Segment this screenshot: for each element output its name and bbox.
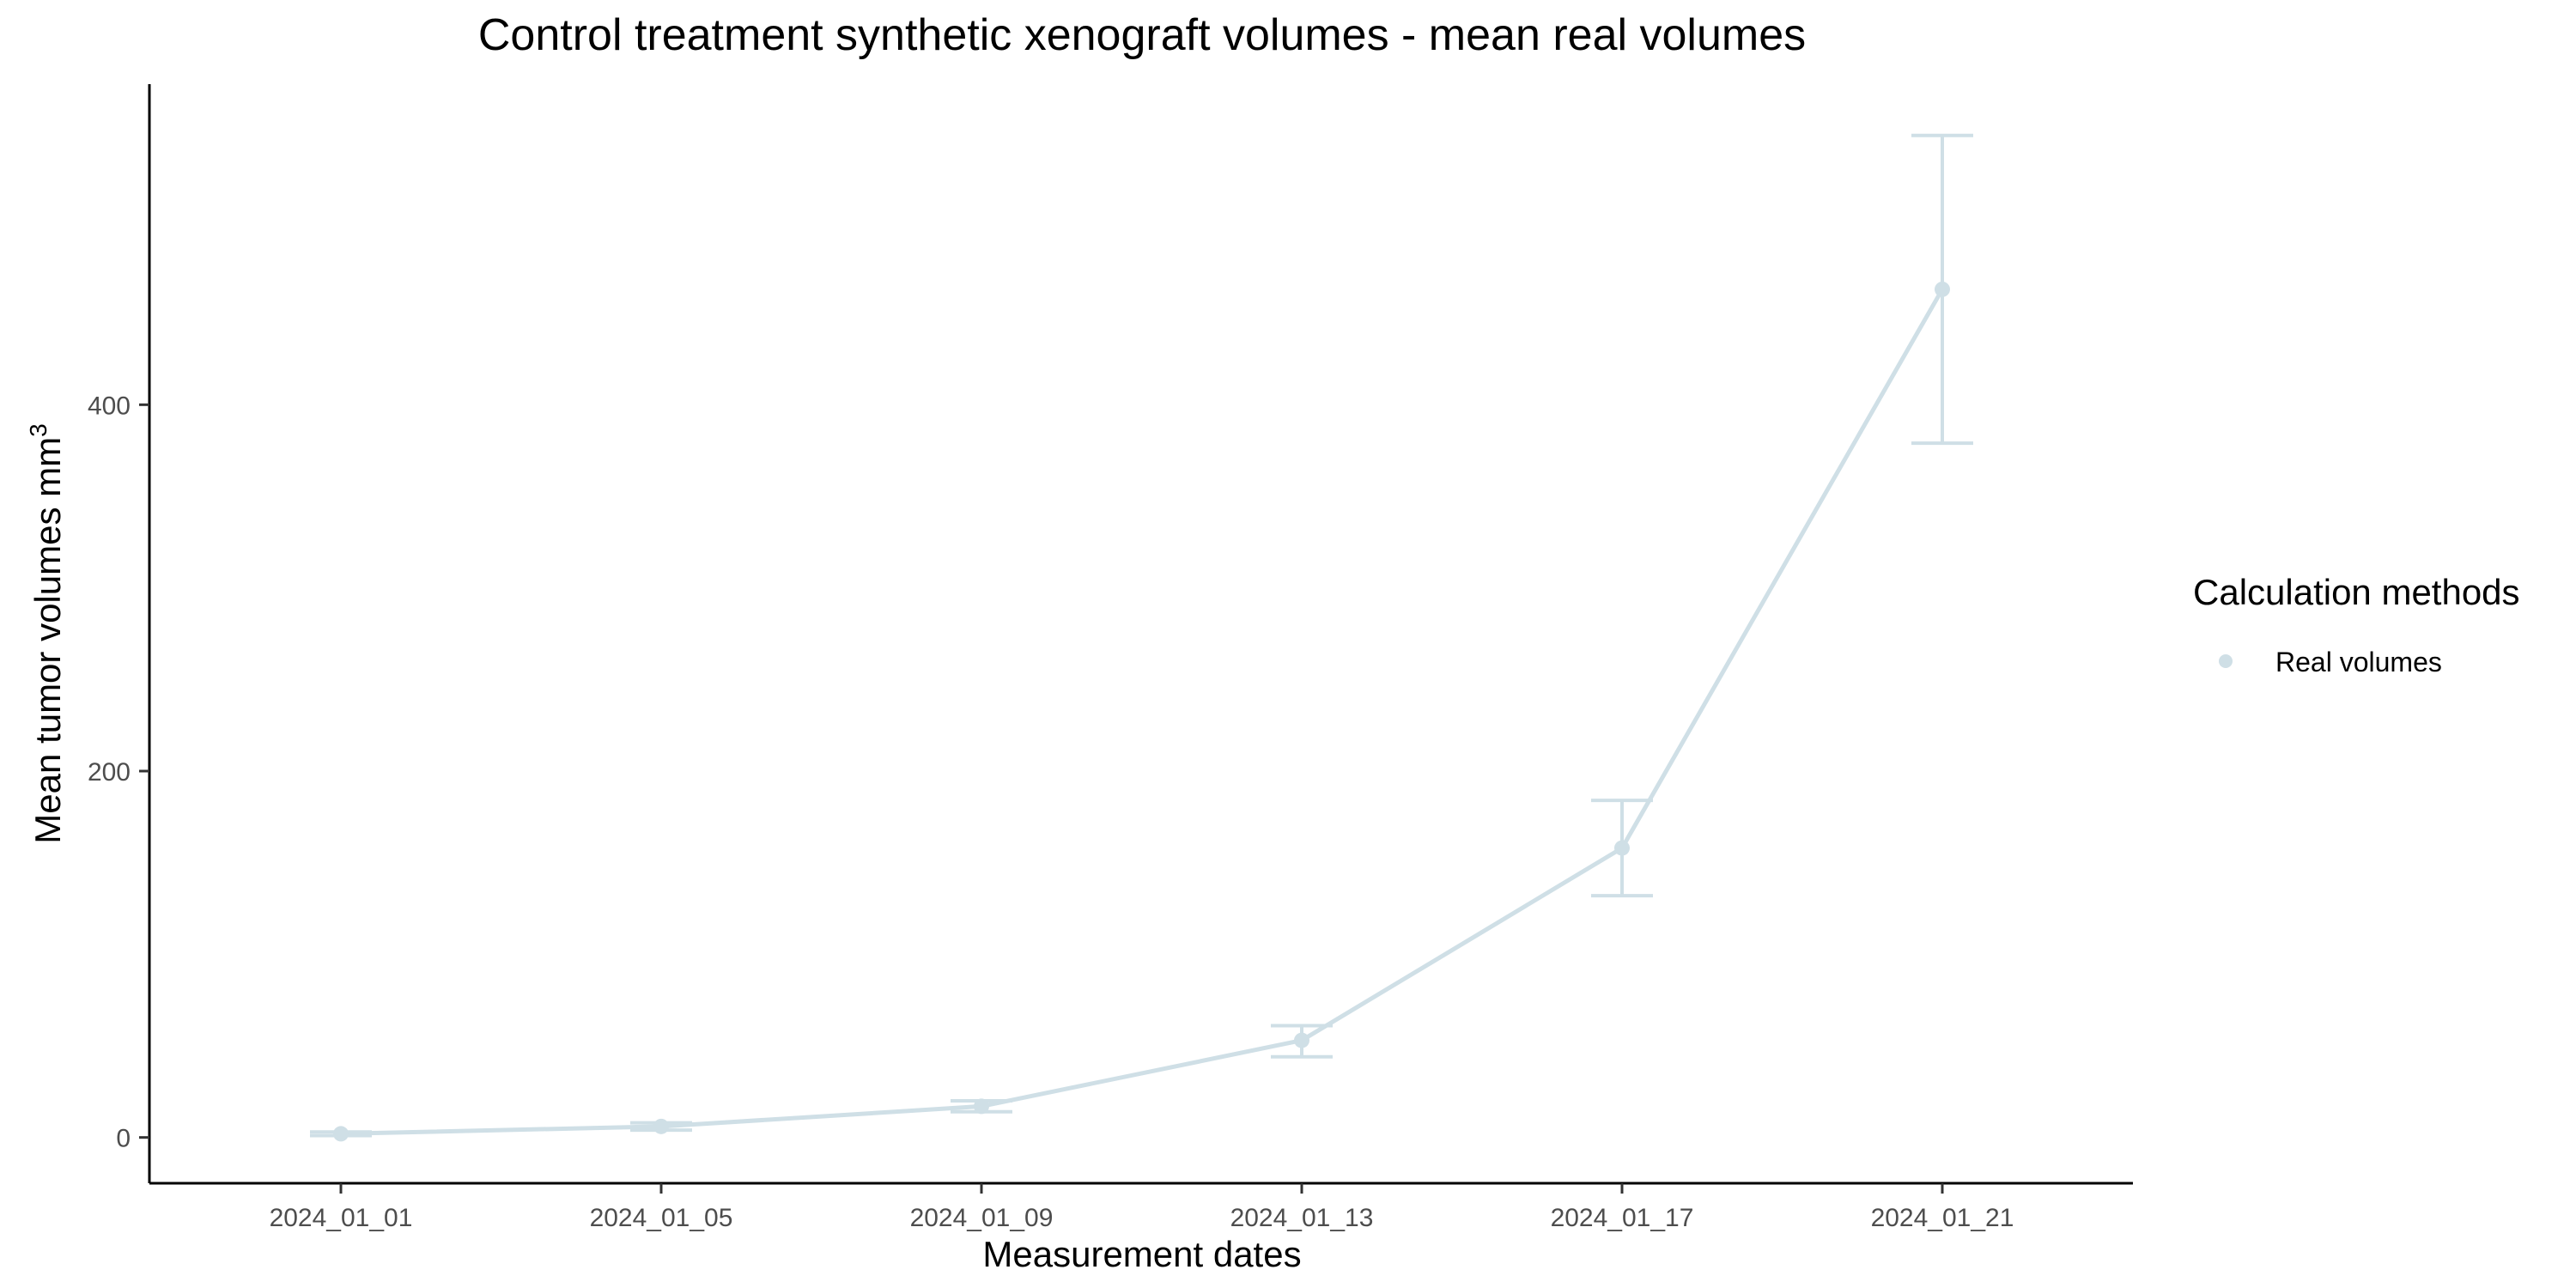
legend-title: Calculation methods [2193,572,2520,612]
data-point [974,1098,989,1115]
x-tick-label: 2024_01_21 [1871,1204,2014,1232]
y-tick-label: 400 [88,392,131,420]
plot-area [310,133,1973,1142]
x-tick-label: 2024_01_05 [590,1204,733,1232]
x-tick-label: 2024_01_09 [910,1204,1054,1232]
legend: Calculation methods Real volumes [2193,572,2520,677]
y-axis-title-main: Mean tumor volumes mm [27,437,68,844]
y-tick-label: 200 [88,758,131,787]
data-point [1614,840,1630,856]
y-tick-label: 0 [116,1125,131,1153]
x-tick-label: 2024_01_13 [1230,1204,1374,1232]
x-tick-label: 2024_01_01 [270,1204,413,1232]
legend-key-real-volumes [2219,654,2233,668]
x-tick-label: 2024_01_17 [1551,1204,1694,1232]
data-point [653,1118,669,1134]
data-point [1935,281,1950,297]
x-axis-title: Measurement dates [982,1234,1301,1274]
y-axis-title-superscript: 3 [25,423,52,437]
data-point [333,1126,349,1142]
legend-label-real-volumes: Real volumes [2275,647,2442,677]
chart-title: Control treatment synthetic xenograft vo… [478,10,1806,60]
data-point [1294,1032,1309,1048]
y-axis-title: Mean tumor volumes mm3 [25,423,68,843]
series-line-real-volumes [340,288,1945,1136]
